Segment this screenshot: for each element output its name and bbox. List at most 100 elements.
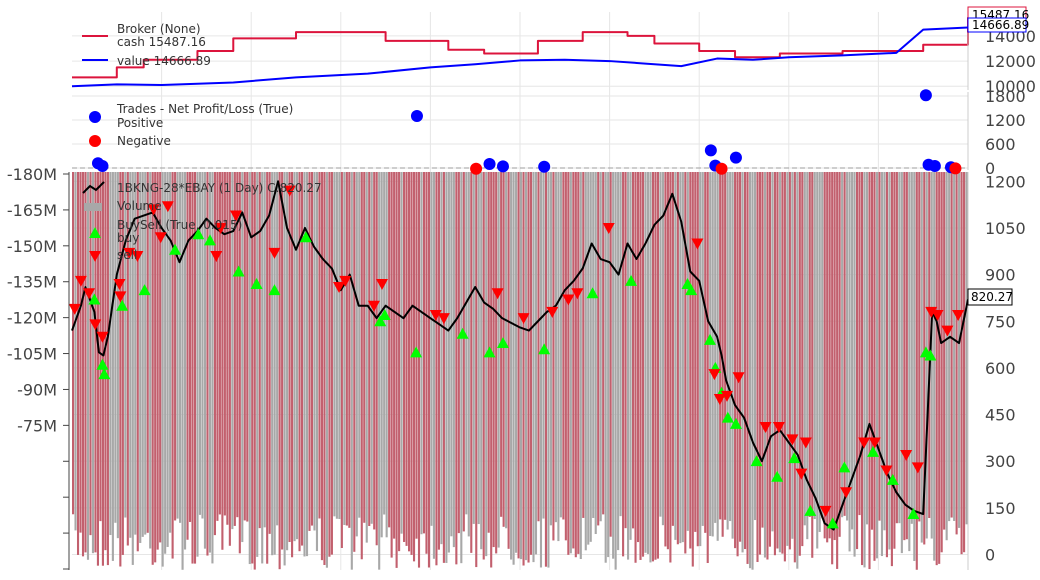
volume-bar [114, 172, 117, 523]
volume-bar [91, 172, 95, 554]
price-tick-label: 600 [985, 359, 1016, 378]
volume-bar [119, 172, 122, 567]
volume-bar [950, 172, 953, 518]
volume-bar [641, 172, 645, 557]
sell-marker [691, 238, 704, 250]
volume-bar [388, 172, 391, 528]
volume-bar [462, 172, 465, 532]
sell-marker [367, 300, 380, 312]
volume-bar [79, 172, 82, 533]
series-layer [71, 17, 969, 531]
volume-bar [612, 172, 615, 559]
volume-bar [403, 172, 406, 542]
volume-tick-label: -165M [7, 201, 57, 220]
volume-bar [171, 172, 174, 559]
volume-bar [313, 172, 316, 531]
volume-bar [191, 172, 194, 564]
volume-bar [457, 172, 460, 534]
volume-bar [84, 172, 87, 553]
volume-bar [676, 172, 679, 545]
volume-bar [196, 172, 199, 557]
volume-bar [124, 172, 127, 518]
volume-bar [624, 172, 627, 529]
volume-bar [761, 172, 764, 528]
volume-bar [94, 172, 97, 553]
volume-bar [768, 172, 772, 547]
volume-bar [221, 172, 224, 550]
volume-bar [574, 172, 577, 558]
volume-bar [263, 172, 266, 528]
volume-bar [343, 172, 346, 525]
buy-marker [378, 309, 391, 321]
volume-bar [709, 172, 712, 536]
volume-bar [895, 172, 898, 524]
price-tick-label: 0 [985, 545, 995, 564]
volume-bar [724, 172, 727, 520]
volume-bar [206, 172, 209, 556]
volume-bar [659, 172, 662, 517]
buy-marker [232, 265, 245, 277]
volume-bar [238, 172, 241, 554]
price-tick-label: 750 [985, 312, 1016, 331]
buy-marker [410, 346, 423, 358]
price-series-line [71, 180, 969, 531]
volume-bar [539, 172, 543, 568]
volume-bar [878, 172, 881, 521]
volume-bar [766, 172, 769, 560]
volume-bar [99, 172, 102, 522]
volume-bar [201, 172, 204, 519]
volume-bar [679, 172, 682, 544]
volume-bar [363, 172, 366, 523]
volume-bar [136, 172, 139, 552]
volume-bar [619, 172, 622, 517]
volume-bar [233, 172, 236, 526]
volume-bar [435, 172, 438, 566]
negative-trade-point [949, 162, 962, 175]
volume-bar [398, 172, 401, 552]
volume-bar [495, 172, 498, 554]
buy-legend-marker [89, 227, 101, 238]
volume-bar [380, 172, 383, 538]
volume-bar [502, 172, 505, 527]
sell-marker [900, 449, 913, 461]
buy-marker [924, 349, 937, 361]
sell-marker [283, 185, 296, 197]
volume-bar [340, 172, 343, 548]
volume-bar [883, 172, 886, 531]
volume-bar [303, 172, 306, 557]
volume-tick-label: -75M [17, 416, 57, 435]
buy-marker [88, 293, 101, 305]
volume-bar [818, 172, 821, 532]
volume-bar [241, 172, 244, 543]
volume-bar [711, 172, 714, 537]
volume-bar [208, 172, 212, 553]
volume-bar [330, 172, 333, 555]
volume-bar [721, 172, 724, 537]
volume-bar [164, 172, 167, 554]
volume-bar [288, 172, 291, 542]
volume-tick-label: -120M [7, 309, 57, 328]
volume-bar [437, 172, 440, 550]
volume-bar [378, 172, 381, 570]
volume-bar [305, 172, 309, 557]
buy-marker [98, 368, 111, 380]
volume-bar [442, 172, 445, 563]
price-legend-label: 1BKNG-28*EBAY (1 Day) C:820.27 [117, 181, 322, 195]
volume-bar [786, 172, 789, 546]
volume-bar [298, 172, 301, 552]
volume-bar [547, 172, 550, 568]
sell-marker [880, 465, 893, 477]
volume-bar [714, 172, 717, 523]
volume-bar [948, 172, 951, 522]
sell-marker [339, 275, 352, 287]
buy-marker [750, 455, 763, 467]
volume-bar [169, 172, 172, 533]
volume-bar [335, 172, 338, 519]
buy-marker [586, 287, 599, 299]
buy-marker [886, 473, 899, 485]
volume-bar [798, 172, 801, 556]
positive-legend-label: Positive [117, 116, 163, 130]
volume-bar [126, 172, 129, 546]
volume-bar [81, 172, 85, 557]
volume-bar [179, 172, 182, 523]
